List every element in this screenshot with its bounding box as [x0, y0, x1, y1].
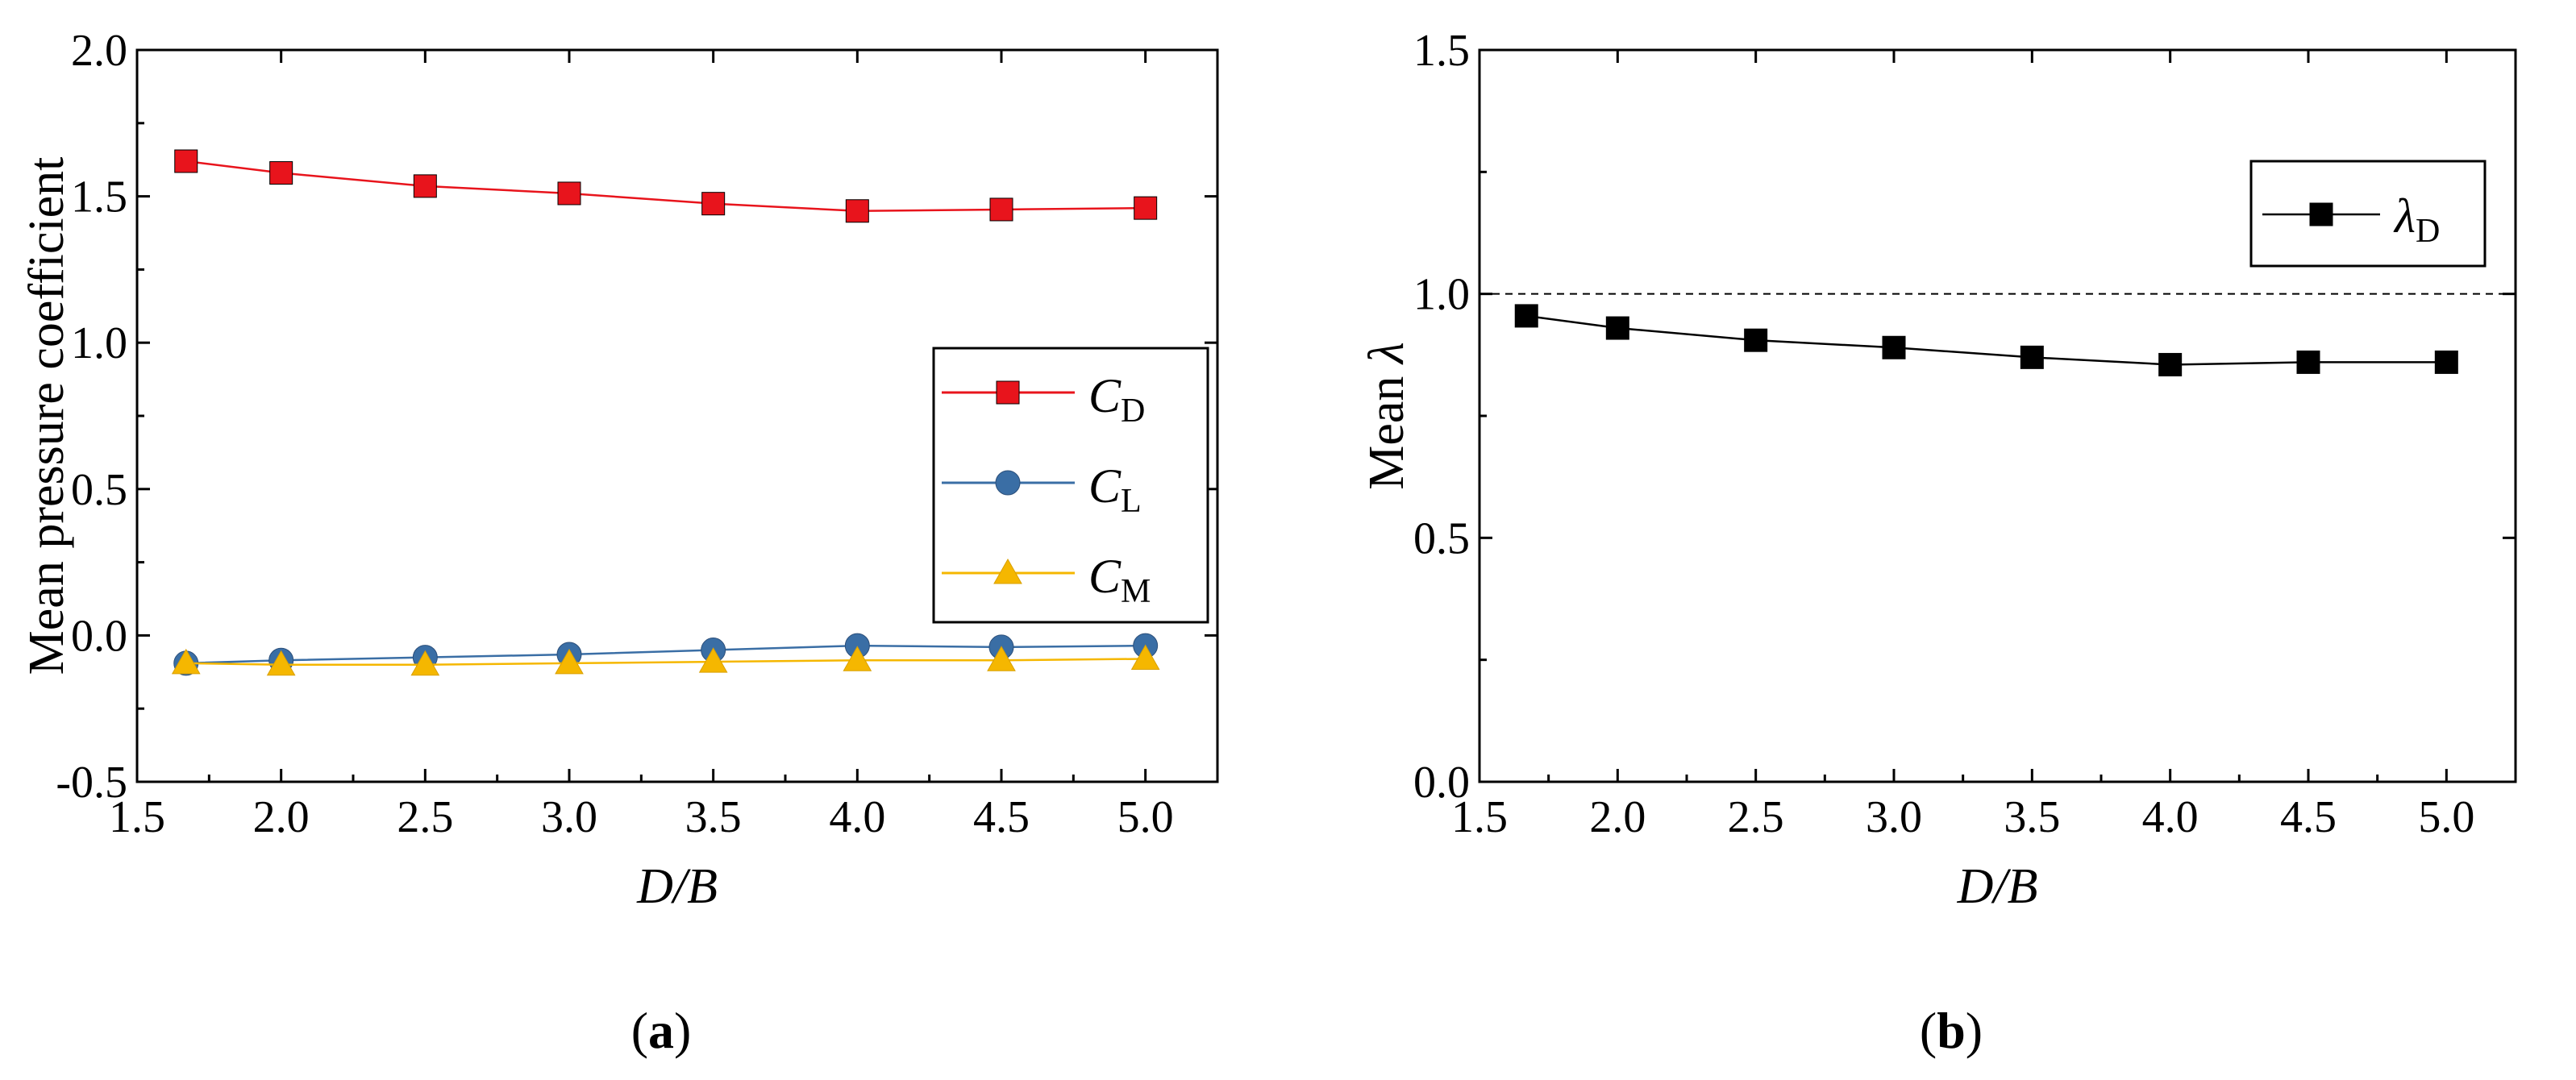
data-point [2296, 350, 2320, 374]
data-point [2158, 352, 2183, 376]
data-point [557, 181, 581, 206]
y-tick-label: 1.0 [1413, 270, 1470, 320]
panel-label-letter: b [1937, 1002, 1966, 1059]
y-tick-label: 1.5 [71, 172, 127, 222]
legend-box [932, 347, 1209, 624]
x-tick-label: 4.5 [2280, 792, 2337, 842]
legend-label-sub: D [2416, 213, 2440, 250]
y-tick-label: 0.0 [1413, 758, 1470, 808]
series-line [185, 658, 1146, 666]
x-tick-label: 3.0 [541, 792, 597, 842]
y-tick-label: 0.0 [71, 611, 127, 661]
panel-label: (a) [631, 1002, 692, 1059]
data-point [987, 646, 1016, 671]
x-tick-label: 2.0 [1589, 792, 1646, 842]
x-tick-label: 5.0 [2418, 792, 2474, 842]
legend-label-sub: L [1121, 483, 1142, 520]
y-tick-label: 1.5 [1413, 26, 1470, 76]
data-point [410, 650, 440, 676]
y-axis-label: Mean pressure coefficient [19, 157, 74, 675]
panel-label-open: ( [1920, 1002, 1937, 1059]
data-point [845, 199, 869, 223]
chart-b: 1.5 2.0 2.5 3.0 3.5 4.0 4.5 5.0 0.0 0.5 1.0 1.5 D/B M… [1359, 26, 2517, 1059]
legend-marker [2309, 202, 2333, 226]
legend-label-main: C [1088, 459, 1122, 513]
plot-frame [135, 48, 1219, 783]
y-tick-label: 0.5 [71, 465, 127, 515]
data-point [1744, 328, 1768, 352]
x-tick-label: 3.5 [685, 792, 742, 842]
panel-label-open: ( [631, 1002, 648, 1059]
series-M [171, 644, 1160, 676]
y-tick-label: 0.5 [1413, 513, 1470, 563]
legend-label: CD [1088, 369, 1145, 430]
panel-label: (b) [1920, 1002, 1983, 1059]
panel-label-letter: a [648, 1002, 674, 1059]
x-axis-label: D/B [1957, 859, 2038, 914]
legend-label-main: C [1088, 369, 1122, 422]
legend-label-sub: D [1121, 393, 1145, 430]
data-point [1130, 644, 1160, 670]
series-D [1514, 304, 2458, 376]
x-tick-label: 3.5 [2004, 792, 2060, 842]
x-tick-label: 4.0 [829, 792, 885, 842]
y-tick-label: -0.5 [56, 758, 127, 808]
data-point [555, 648, 584, 675]
data-point [1514, 304, 1538, 328]
panel-label-close: ) [1966, 1002, 1983, 1059]
series-line [1526, 314, 2447, 366]
data-point [698, 647, 728, 673]
x-tick-label: 4.5 [973, 792, 1030, 842]
chart-a: 1.5 2.0 2.5 3.0 3.5 4.0 4.5 5.0 -0.5 0.0 0.5 1.0 1.5… [19, 26, 1219, 1059]
data-point [989, 197, 1013, 222]
legend-marker [996, 380, 1020, 405]
x-tick-label: 4.0 [2142, 792, 2199, 842]
x-tick-label: 2.5 [397, 792, 453, 842]
data-point [843, 646, 872, 671]
data-point [413, 174, 437, 198]
data-point [174, 149, 198, 173]
legend-label-main: C [1088, 550, 1122, 603]
data-point [1605, 316, 1629, 340]
data-point [2434, 350, 2458, 374]
legend: λD [2249, 160, 2487, 268]
data-point [171, 648, 201, 675]
plot-frame [1478, 48, 2517, 783]
y-tick-label: 1.0 [71, 318, 127, 368]
y-axis-label-text: Mean [1359, 363, 1414, 490]
data-point [1134, 196, 1158, 220]
x-tick-label: 5.0 [1117, 792, 1174, 842]
series-line [185, 160, 1146, 213]
legend-label: λD [2393, 189, 2440, 250]
series-D [174, 149, 1158, 223]
data-point [2020, 345, 2044, 369]
y-tick-label: 2.0 [71, 26, 127, 76]
legend-label: CM [1088, 550, 1151, 610]
panel-label-close: ) [674, 1002, 691, 1059]
x-axis-label: D/B [636, 859, 718, 914]
x-tick-label: 2.5 [1728, 792, 1784, 842]
data-point [269, 161, 293, 185]
x-tick-label: 3.0 [1866, 792, 1922, 842]
x-tick-label: 1.5 [109, 792, 165, 842]
legend-marker [995, 470, 1021, 496]
y-axis-label: Mean λ [1359, 342, 1414, 490]
x-tick-label: 2.0 [253, 792, 310, 842]
series-line [185, 644, 1146, 665]
legend-label-sub: M [1121, 573, 1151, 610]
data-point [1882, 335, 1906, 359]
legend-label: CL [1088, 459, 1142, 520]
y-axis-label-text: Mean pressure coefficient [19, 157, 74, 675]
legend-label-main: λ [2393, 189, 2416, 243]
legend-marker [993, 558, 1022, 584]
data-point [266, 650, 296, 676]
x-tick-label: 1.5 [1451, 792, 1508, 842]
data-point [701, 192, 726, 216]
y-axis-label-symbol: λ [1359, 342, 1414, 365]
